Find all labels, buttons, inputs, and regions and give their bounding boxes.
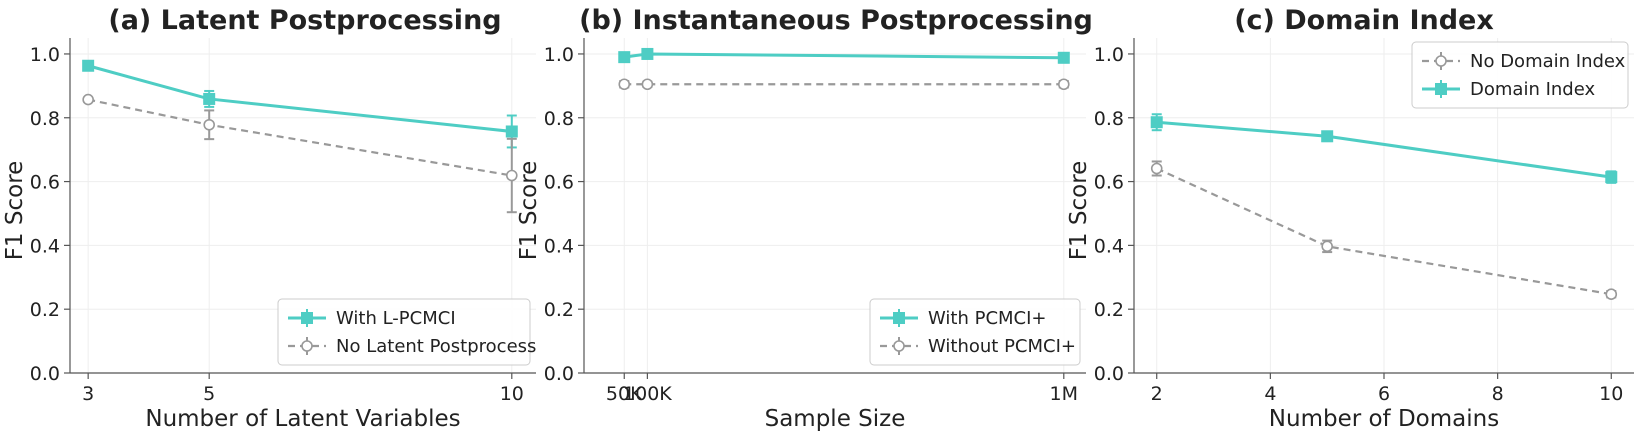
series-line — [87, 98, 512, 177]
legend-label: No Domain Index — [1470, 51, 1626, 72]
series-0 — [618, 47, 1070, 64]
legend-box — [277, 298, 531, 366]
data-point — [618, 51, 631, 64]
y-tick-label: 0.4 — [30, 235, 60, 257]
x-tick-label: 4 — [1264, 383, 1276, 405]
x-tick-label: 10 — [1599, 383, 1623, 405]
series-line — [1156, 167, 1612, 296]
legend-label: With L-PCMCI — [336, 308, 456, 329]
series-1 — [82, 93, 518, 214]
y-tick-label: 1.0 — [1094, 44, 1124, 66]
legend-label: No Latent Postprocess — [336, 336, 536, 357]
legend-box — [1411, 41, 1629, 109]
series-1 — [618, 78, 1070, 91]
x-tick-label: 5 — [203, 383, 215, 405]
x-tick-label: 8 — [1492, 383, 1504, 405]
x-tick-label: 6 — [1378, 383, 1390, 405]
x-axis-label: Sample Size — [765, 406, 906, 432]
x-tick-label: 2 — [1151, 383, 1163, 405]
legend: No Domain Index Domain Index — [1411, 41, 1629, 109]
x-axis-label: Number of Latent Variables — [145, 406, 460, 432]
data-point — [203, 92, 216, 105]
legend-label: Domain Index — [1470, 79, 1595, 100]
data-point — [82, 59, 95, 72]
y-tick-label: 0.8 — [544, 108, 574, 130]
y-tick-label: 0.6 — [544, 172, 574, 194]
y-tick-label: 0.4 — [1094, 235, 1124, 257]
chart-title: (c) Domain Index — [1234, 5, 1494, 36]
x-axis-label: Number of Domains — [1269, 406, 1499, 432]
legend: With PCMCI+ Without PCMCI+ — [869, 298, 1081, 366]
data-point — [82, 93, 94, 106]
series-0 — [1150, 160, 1618, 300]
data-point — [1057, 51, 1070, 64]
y-tick-label: 0.0 — [30, 363, 60, 385]
data-point — [1150, 116, 1163, 129]
series-line — [624, 52, 1064, 60]
legend-swatch-marker — [1435, 83, 1447, 95]
y-tick-label: 0.4 — [544, 235, 574, 257]
x-tick-label: 10 — [500, 383, 524, 405]
data-point — [1321, 240, 1333, 253]
legend: With L-PCMCI No Latent Postprocess — [277, 298, 536, 366]
data-point — [1057, 78, 1070, 91]
y-axis-label: F1 Score — [516, 161, 542, 261]
y-axis-label: F1 Score — [2, 161, 28, 261]
y-tick-label: 0.8 — [30, 108, 60, 130]
data-point — [505, 169, 518, 182]
data-point — [618, 78, 631, 91]
data-point — [203, 118, 215, 131]
y-tick-label: 0.2 — [30, 299, 60, 321]
legend-label: With PCMCI+ — [928, 308, 1047, 329]
y-tick-label: 0.6 — [30, 172, 60, 194]
legend-swatch-marker — [893, 312, 905, 324]
series-1 — [1150, 113, 1618, 184]
x-tick-label: 100K — [623, 383, 672, 405]
legend-swatch-marker — [1435, 55, 1447, 67]
data-point — [505, 125, 518, 138]
legend-swatch-marker — [301, 340, 313, 352]
y-tick-label: 1.0 — [30, 44, 60, 66]
data-point — [641, 78, 654, 91]
series-0 — [82, 59, 518, 149]
y-tick-label: 0.8 — [1094, 108, 1124, 130]
y-tick-label: 0.2 — [1094, 299, 1124, 321]
x-tick-label: 1M — [1050, 383, 1078, 405]
y-tick-label: 0.0 — [1094, 363, 1124, 385]
data-point — [1150, 162, 1163, 175]
legend-label: Without PCMCI+ — [928, 336, 1076, 357]
chart-title: (a) Latent Postprocessing — [108, 5, 501, 36]
data-point — [1605, 288, 1618, 300]
series-line — [87, 64, 512, 133]
y-axis-label: F1 Score — [1066, 161, 1092, 261]
data-point — [1605, 171, 1618, 184]
x-tick-label: 3 — [82, 383, 94, 405]
y-tick-label: 0.2 — [544, 299, 574, 321]
y-tick-label: 0.0 — [544, 363, 574, 385]
data-point — [1321, 130, 1334, 143]
chart-panel-0: 0.0 0.2 0.4 0.6 0.8 1.0 3 5 10 (a) Latent Postpro… — [2, 5, 536, 432]
legend-box — [869, 298, 1081, 366]
legend-swatch-marker — [301, 312, 313, 324]
chart-title: (b) Instantaneous Postprocessing — [579, 5, 1093, 36]
legend-swatch-marker — [893, 340, 905, 352]
y-tick-label: 0.6 — [1094, 172, 1124, 194]
chart-panel-2: 0.0 0.2 0.4 0.6 0.8 1.0 2 4 6 8 10 (c) Domain Index… — [1066, 5, 1634, 432]
data-point — [641, 47, 654, 60]
x-tick-label: 50K — [606, 383, 643, 405]
y-tick-label: 1.0 — [544, 44, 574, 66]
